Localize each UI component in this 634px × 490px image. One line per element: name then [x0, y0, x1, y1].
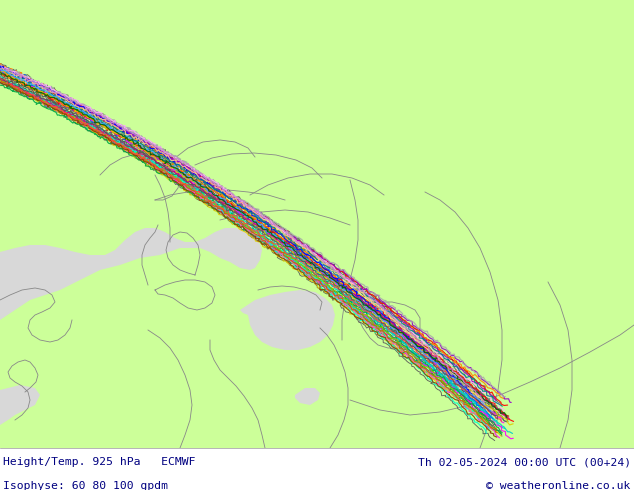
- Text: Isophyse: 60 80 100 gpdm: Isophyse: 60 80 100 gpdm: [3, 481, 168, 490]
- Polygon shape: [0, 385, 40, 448]
- Polygon shape: [0, 228, 262, 448]
- Polygon shape: [295, 388, 320, 405]
- Text: Height/Temp. 925 hPa   ECMWF: Height/Temp. 925 hPa ECMWF: [3, 457, 196, 467]
- Text: © weatheronline.co.uk: © weatheronline.co.uk: [486, 481, 631, 490]
- Text: Th 02-05-2024 00:00 UTC (00+24): Th 02-05-2024 00:00 UTC (00+24): [418, 457, 631, 467]
- Polygon shape: [240, 290, 335, 350]
